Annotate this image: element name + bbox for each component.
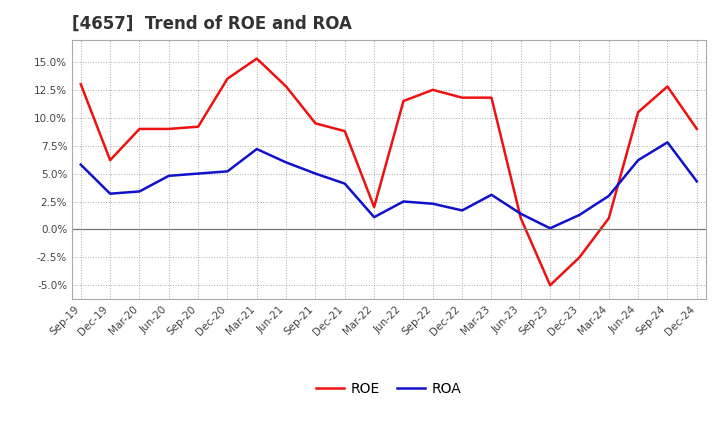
Legend: ROE, ROA: ROE, ROA	[311, 376, 467, 401]
ROA	[516, 211, 525, 216]
Line: ROA: ROA	[81, 142, 697, 228]
ROE	[282, 84, 290, 89]
ROE	[634, 110, 642, 115]
ROA	[253, 147, 261, 152]
ROE	[693, 126, 701, 132]
ROE	[311, 121, 320, 126]
ROA	[164, 173, 173, 179]
ROE	[194, 124, 202, 129]
ROA	[282, 160, 290, 165]
ROE	[253, 56, 261, 61]
ROE	[223, 76, 232, 81]
ROA	[546, 226, 554, 231]
ROE	[575, 255, 584, 260]
ROA	[487, 192, 496, 198]
ROE	[341, 128, 349, 134]
ROE	[399, 99, 408, 104]
ROA	[663, 139, 672, 145]
ROA	[399, 199, 408, 204]
ROE	[605, 216, 613, 221]
ROE	[428, 87, 437, 92]
ROA	[311, 171, 320, 176]
ROE	[164, 126, 173, 132]
ROA	[135, 189, 144, 194]
Line: ROE: ROE	[81, 59, 697, 285]
ROE	[76, 82, 85, 87]
ROA	[194, 171, 202, 176]
ROE	[516, 216, 525, 221]
ROE	[663, 84, 672, 89]
ROA	[370, 214, 379, 220]
ROE	[458, 95, 467, 100]
ROA	[341, 181, 349, 186]
ROA	[634, 158, 642, 163]
Text: [4657]  Trend of ROE and ROA: [4657] Trend of ROE and ROA	[72, 15, 352, 33]
ROA	[693, 179, 701, 184]
ROA	[458, 208, 467, 213]
ROE	[546, 282, 554, 288]
ROA	[223, 169, 232, 174]
ROA	[428, 201, 437, 206]
ROA	[106, 191, 114, 196]
ROA	[76, 162, 85, 167]
ROE	[135, 126, 144, 132]
ROA	[575, 212, 584, 217]
ROE	[487, 95, 496, 100]
ROA	[605, 193, 613, 198]
ROE	[106, 158, 114, 163]
ROE	[370, 205, 379, 210]
